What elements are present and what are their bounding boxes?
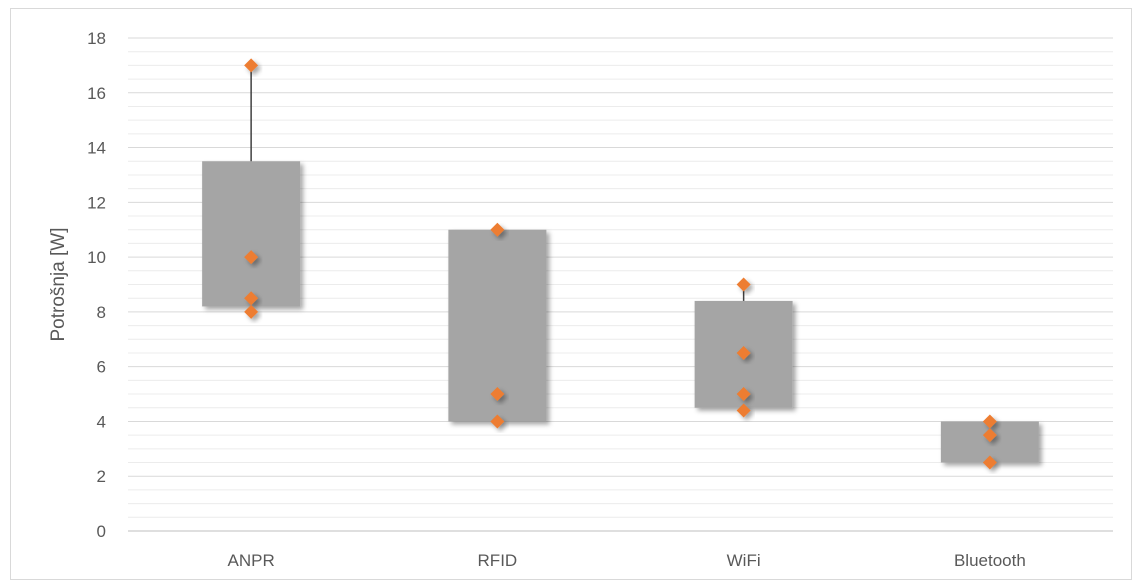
data-point [736, 403, 751, 418]
y-tick-label: 10 [87, 248, 106, 267]
y-axis-ticks: 0 2 4 6 8 10 12 14 16 18 [87, 29, 106, 541]
x-tick-label: ANPR [228, 551, 275, 570]
data-points [244, 58, 997, 470]
data-point [244, 304, 259, 319]
boxes [202, 161, 1039, 463]
data-point [244, 291, 259, 306]
y-axis-title: Potrošnja [W] [48, 227, 69, 341]
data-point [490, 387, 505, 402]
y-tick-label: 4 [97, 412, 106, 431]
data-point [982, 428, 997, 443]
x-tick-label: RFID [478, 551, 518, 570]
data-point [982, 414, 997, 429]
y-tick-label: 8 [97, 303, 106, 322]
y-tick-label: 18 [87, 29, 106, 48]
y-tick-label: 12 [87, 193, 106, 212]
x-tick-label: WiFi [727, 551, 761, 570]
y-tick-label: 16 [87, 84, 106, 103]
data-point [736, 277, 751, 292]
y-tick-label: 6 [97, 358, 106, 377]
y-tick-label: 14 [87, 139, 106, 158]
x-axis-ticks: ANPR RFID WiFi Bluetooth [228, 551, 1026, 570]
chart-area [10, 8, 1132, 580]
x-tick-label: Bluetooth [954, 551, 1026, 570]
y-tick-label: 2 [97, 467, 106, 486]
data-point [982, 455, 997, 470]
data-point [490, 222, 505, 237]
data-point [736, 345, 751, 360]
data-point [736, 387, 751, 402]
box [202, 161, 301, 307]
data-point [244, 250, 259, 265]
data-point [244, 58, 259, 73]
y-tick-label: 0 [97, 522, 106, 541]
data-point [490, 414, 505, 429]
